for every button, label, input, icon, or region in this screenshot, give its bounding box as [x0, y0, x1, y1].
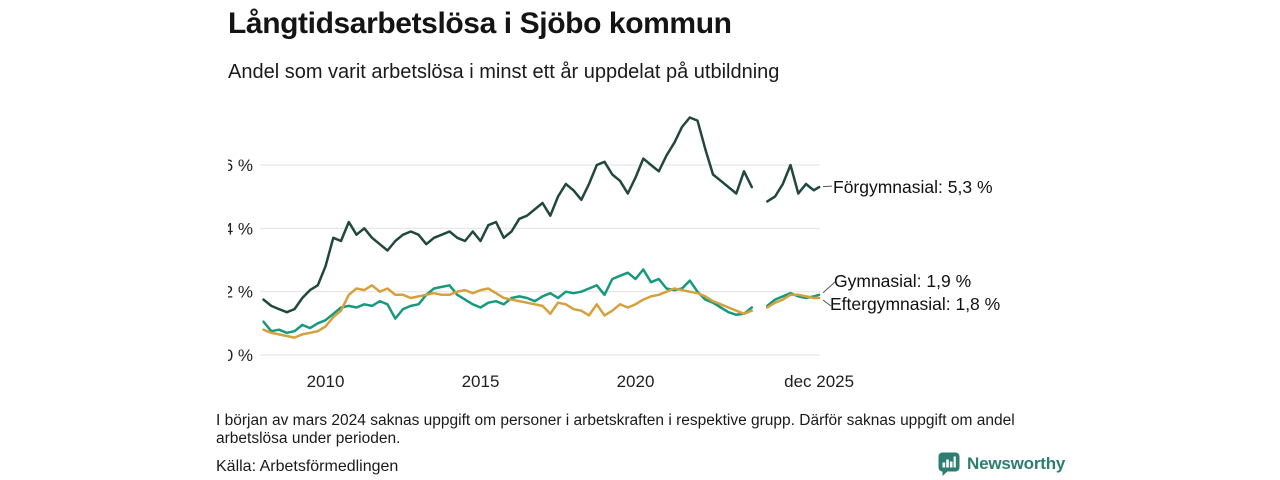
label-connector-gymnasial [822, 281, 836, 294]
line-chart: 0 % 2 % 4 % 6 % 2010 2015 2020 dec 2025 Förgymn… [228, 100, 1078, 400]
x-tick-label: 2010 [307, 372, 345, 391]
series-line-forgymnasial [262, 116, 821, 314]
newsworthy-logo-icon [938, 452, 960, 476]
label-connector-eftergymnasial [822, 299, 832, 307]
source-line: Källa: Arbetsförmedlingen [216, 458, 399, 475]
newsworthy-logo-text: Newsworthy [967, 454, 1066, 473]
page-subtitle: Andel som varit arbetslösa i minst ett å… [228, 61, 780, 83]
x-tick-label: dec 2025 [784, 372, 854, 391]
y-tick-label: 2 % [228, 283, 253, 302]
page-title: Långtidsarbetslösa i Sjöbo kommun [228, 7, 732, 40]
y-tick-label: 0 % [228, 346, 253, 365]
footnote: I början av mars 2024 saknas uppgift om … [216, 412, 1015, 447]
x-tick-label: 2015 [462, 372, 500, 391]
y-tick-label: 4 % [228, 219, 253, 238]
series-label-forgymnasial: Förgymnasial: 5,3 % [833, 177, 993, 197]
x-tick-label: 2020 [617, 372, 655, 391]
chart-plot-area: 0 % 2 % 4 % 6 % 2010 2015 2020 dec 2025 [228, 116, 854, 391]
series-label-gymnasial: Gymnasial: 1,9 % [834, 271, 972, 291]
y-tick-label: 6 % [228, 156, 253, 175]
newsworthy-logo: Newsworthy [938, 452, 1065, 476]
label-connector-forgymnasial [822, 185, 833, 188]
series-label-eftergymnasial: Eftergymnasial: 1,8 % [830, 294, 1001, 314]
series-line-eftergymnasial [262, 284, 821, 339]
